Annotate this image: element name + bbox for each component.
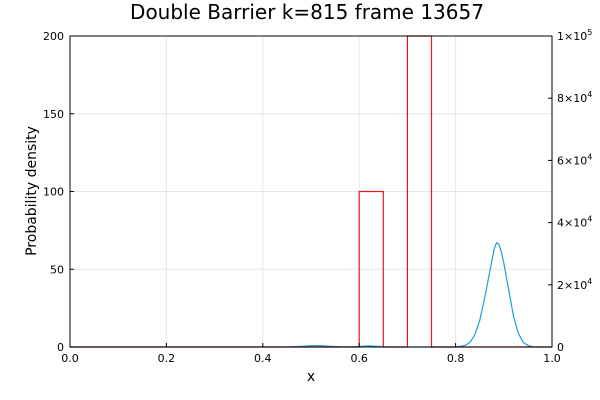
y2-tick-label: 2×104 <box>557 277 592 292</box>
x-tick-label: 0.2 <box>158 352 176 365</box>
x-axis-ticks: 0.0 0.2 0.4 0.6 0.8 1.0 <box>61 343 561 365</box>
x-tick-label: 0.0 <box>61 352 79 365</box>
x-tick-label: 1.0 <box>543 352 561 365</box>
y2-tick-label: 0 <box>557 341 564 354</box>
grid <box>69 35 553 348</box>
y-axis-ticks: 0 50 100 150 200 <box>43 30 74 354</box>
chart-title: Double Barrier k=815 frame 13657 <box>130 0 484 24</box>
x-tick-label: 0.8 <box>447 352 465 365</box>
y-tick-label: 200 <box>43 30 64 43</box>
y2-tick-label: 4×104 <box>557 215 592 230</box>
x-tick-label: 0.6 <box>350 352 368 365</box>
y-tick-label: 100 <box>43 186 64 199</box>
x-tick-label: 0.4 <box>254 352 272 365</box>
y-axis-label: Probability density <box>24 126 40 256</box>
x-axis-label: x <box>307 369 315 385</box>
y2-tick-label: 8×104 <box>557 90 592 105</box>
y2-tick-label: 6×104 <box>557 152 592 167</box>
y-tick-label: 150 <box>43 108 64 121</box>
series-line-1 <box>70 241 552 348</box>
y-tick-label: 0 <box>57 341 64 354</box>
y-tick-label: 50 <box>50 263 64 276</box>
y2-tick-label: 1×105 <box>557 28 592 43</box>
y2-axis-ticks: 0 2×104 4×104 6×104 8×104 1×105 <box>548 28 592 354</box>
